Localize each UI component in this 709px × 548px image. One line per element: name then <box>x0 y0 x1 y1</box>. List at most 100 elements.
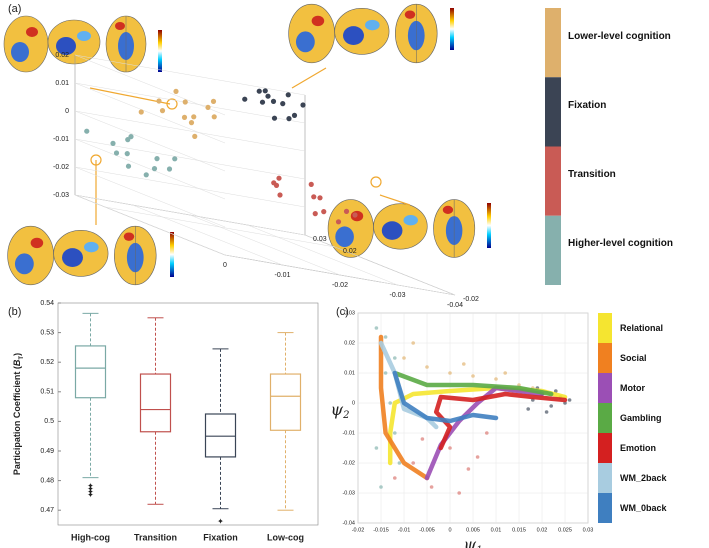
point <box>429 485 434 489</box>
point <box>393 356 397 360</box>
y-tick-label: 0.54 <box>40 300 54 307</box>
highlight-circle <box>90 154 102 166</box>
x-tick-label: 0 <box>223 262 227 269</box>
x-tick-label: -0.03 <box>390 292 406 299</box>
outlier: ✦ <box>87 488 94 497</box>
point <box>210 98 217 104</box>
point <box>113 150 120 156</box>
point <box>191 114 197 120</box>
x-tick-label: 0.025 <box>558 527 572 533</box>
legend-swatch <box>545 8 561 78</box>
y-tick-label: 0.51 <box>40 389 54 396</box>
point <box>300 102 306 108</box>
x-tick-label: -0.01 <box>275 272 291 279</box>
y-tick-label: -0.02 <box>342 460 355 466</box>
point <box>172 156 178 162</box>
y-tick-label: -0.03 <box>342 490 355 496</box>
point <box>343 208 350 214</box>
y-axis-label: ψ2 <box>331 400 350 422</box>
point <box>138 109 144 115</box>
point <box>526 407 530 411</box>
point <box>151 166 158 172</box>
legend-label: Motor <box>620 383 645 393</box>
y-tick-label: 0.48 <box>40 477 54 484</box>
point <box>286 116 292 122</box>
box <box>204 413 237 458</box>
legend-label: WM_2back <box>620 473 667 483</box>
x-tick-label: -0.04 <box>447 302 463 309</box>
point <box>462 362 466 366</box>
x-tick-label: -0.005 <box>419 527 435 533</box>
y-axis-label-part: ) <box>12 353 22 356</box>
point <box>549 404 553 408</box>
colorbar <box>158 30 162 72</box>
point <box>374 326 379 330</box>
brain-map <box>7 225 157 286</box>
legend-swatch <box>545 215 561 285</box>
outlier: ✦ <box>87 485 94 494</box>
point <box>457 491 462 495</box>
outlier: ✦ <box>87 491 94 500</box>
point <box>143 172 149 178</box>
point <box>128 134 134 140</box>
legend-swatch <box>598 373 612 403</box>
legend-label: WM_0back <box>620 503 667 513</box>
point <box>308 181 314 187</box>
trajectory <box>433 391 568 451</box>
grid-line <box>104 206 336 248</box>
point <box>173 88 179 94</box>
y-tick-label: 0.49 <box>40 448 54 455</box>
point <box>466 467 471 471</box>
grid-line <box>74 110 226 172</box>
legend-label: Fixation <box>568 99 607 111</box>
grid-line <box>74 138 226 200</box>
point <box>397 461 402 465</box>
x-axis-label-part: ψ <box>464 535 477 548</box>
x-tick-label: -0.01 <box>398 527 411 533</box>
z-tick-label: -0.03 <box>53 192 69 199</box>
z-tick-label: 0.01 <box>55 80 69 87</box>
z-tick-label: 0.02 <box>55 52 69 59</box>
point <box>159 108 166 114</box>
y-tick-label: -0.04 <box>342 520 355 526</box>
grid-line <box>74 82 306 124</box>
legend-swatch <box>545 146 561 216</box>
grid-line <box>247 224 398 286</box>
x-tick-label: 0.01 <box>491 527 502 533</box>
y-axis-label: Participation Coefficient (BT) <box>12 353 24 475</box>
x-axis-label-part: 1 <box>476 545 482 548</box>
grid-line <box>74 166 306 208</box>
y-tick-label: 0.03 <box>313 236 327 243</box>
callout-arrows <box>89 67 411 225</box>
point <box>154 156 160 162</box>
colorbar <box>487 203 491 248</box>
point <box>503 371 508 375</box>
point <box>270 98 277 104</box>
x-tick-label: High-cog <box>71 532 110 542</box>
y-tick-label: 0.47 <box>40 507 54 514</box>
z-tick-label: -0.02 <box>53 164 69 171</box>
point <box>211 114 217 120</box>
trajectory <box>378 340 439 430</box>
point <box>393 431 397 435</box>
point <box>110 140 116 146</box>
y-axis-label-part: 2 <box>342 410 349 421</box>
legend-label: Gambling <box>620 413 662 423</box>
y-tick-label: -0.02 <box>463 296 479 303</box>
point <box>312 211 318 217</box>
outlier: ✦ <box>217 517 224 526</box>
y-tick-label: 0.52 <box>40 359 54 366</box>
x-axis-label: ψ1 <box>464 535 483 548</box>
legend-swatch <box>598 493 612 523</box>
point <box>192 133 198 139</box>
point <box>411 461 416 465</box>
x-tick-label: 0.015 <box>512 527 526 533</box>
colorbar <box>450 8 454 50</box>
y-axis-label-part: ψ <box>331 400 344 419</box>
point <box>402 356 406 360</box>
point <box>280 101 286 107</box>
point <box>544 410 549 414</box>
point <box>84 128 90 134</box>
